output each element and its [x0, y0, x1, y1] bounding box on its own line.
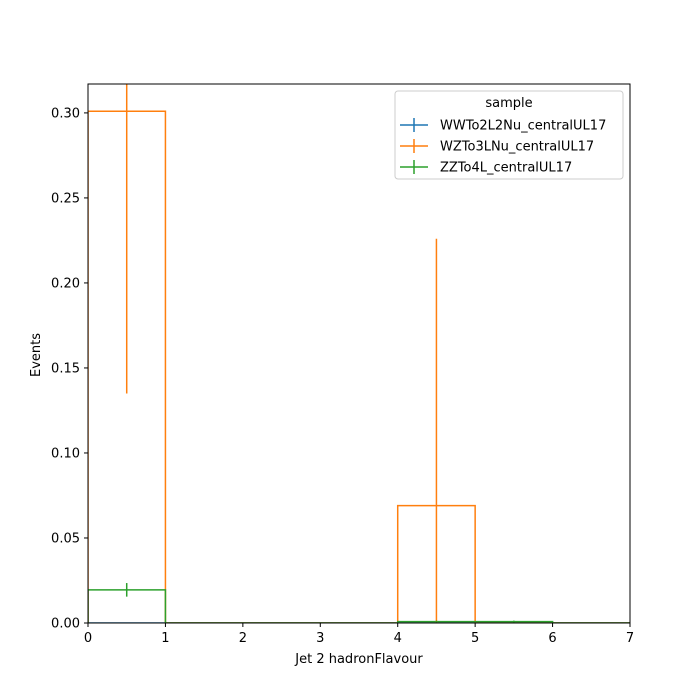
legend-entry: WWTo2L2Nu_centralUL17 [400, 118, 606, 134]
legend-title: sample [485, 96, 532, 111]
x-tick-label: 5 [471, 631, 479, 646]
series-step-3 [88, 589, 630, 623]
error-bar-layer [125, 84, 515, 623]
plot-frame [87, 83, 631, 624]
x-tick-label: 2 [239, 631, 247, 646]
legend: sample WWTo2L2Nu_centralUL17 WZTo3LNu_cen… [394, 90, 624, 180]
x-tick-label: 4 [394, 631, 402, 646]
x-tick-label: 1 [161, 631, 169, 646]
legend-label: ZZTo4L_centralUL17 [440, 161, 572, 176]
legend-entry: WZTo3LNu_centralUL17 [400, 139, 594, 155]
x-axis-label: Jet 2 hadronFlavour [294, 652, 423, 667]
legend-label: WWTo2L2Nu_centralUL17 [440, 119, 606, 134]
x-tick-label: 3 [316, 631, 324, 646]
y-tick-label: 0.00 [51, 617, 80, 632]
y-tick-label: 0.20 [51, 276, 80, 291]
legend-box [394, 90, 624, 180]
y-axis-label: Events [29, 333, 44, 377]
legend-label: WZTo3LNu_centralUL17 [440, 140, 594, 155]
y-tick-label: 0.10 [51, 446, 80, 461]
y-tick-label: 0.30 [51, 106, 80, 121]
y-axis: 0.00 0.05 0.10 0.15 0.20 0.25 0.30 [51, 106, 88, 632]
x-tick-label: 7 [626, 631, 634, 646]
y-tick-label: 0.25 [51, 191, 80, 206]
x-axis: 0 1 2 3 4 5 6 7 [84, 623, 634, 646]
x-tick-label: 0 [84, 631, 92, 646]
series-step-2 [88, 110, 630, 623]
y-tick-label: 0.05 [51, 531, 80, 546]
x-tick-label: 6 [548, 631, 556, 646]
y-tick-label: 0.15 [51, 361, 80, 376]
legend-entry: ZZTo4L_centralUL17 [400, 160, 572, 176]
series-layer [88, 110, 630, 623]
